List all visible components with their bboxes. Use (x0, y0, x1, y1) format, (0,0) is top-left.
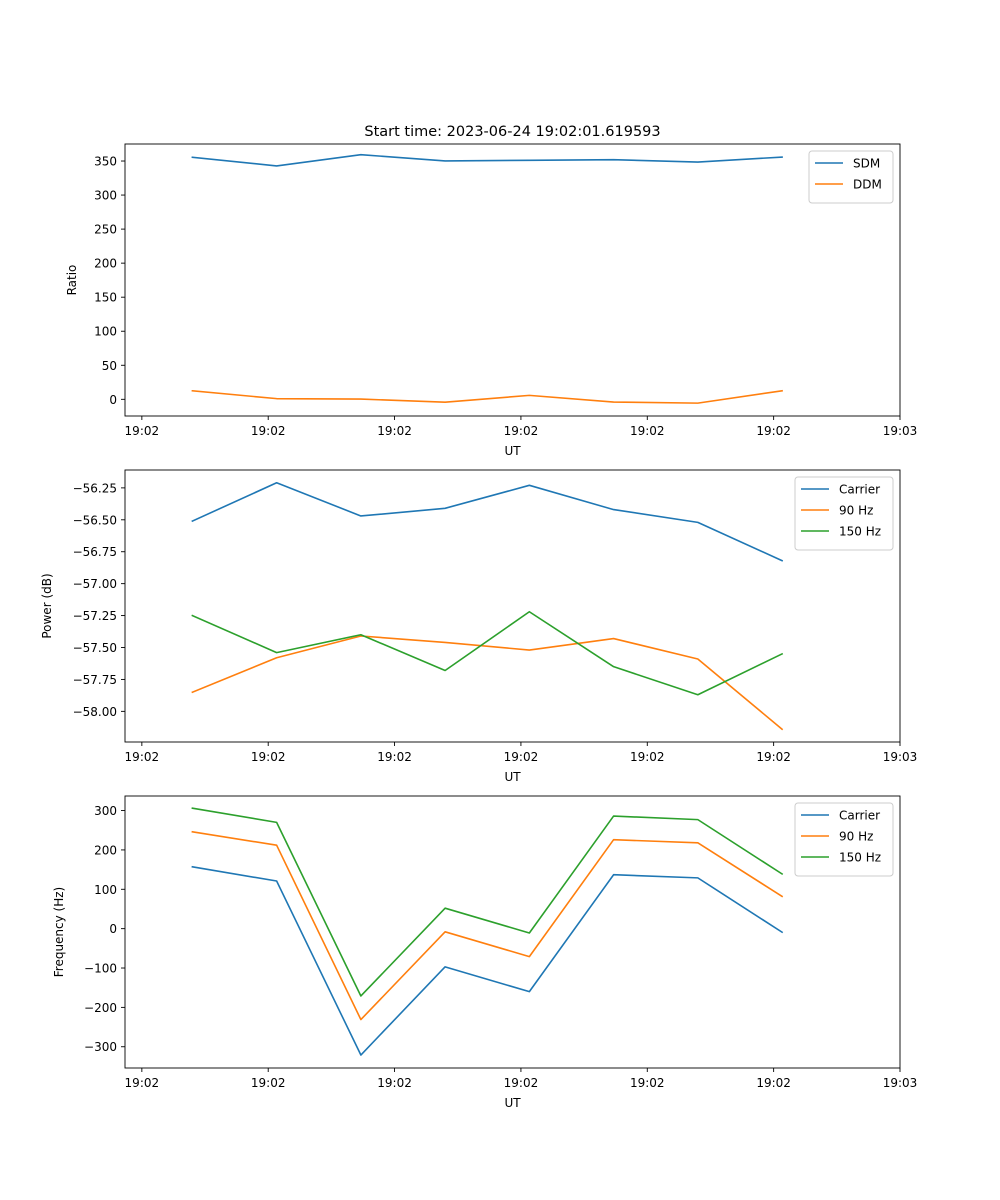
y-tick-label: −58.00 (73, 705, 117, 719)
legend-label: Carrier (839, 483, 880, 497)
y-tick-label: 0 (109, 393, 117, 407)
x-axis-label: UT (504, 444, 521, 458)
x-tick-label: 19:02 (251, 750, 286, 764)
x-tick-label: 19:02 (630, 1076, 665, 1090)
y-tick-label: −57.75 (73, 673, 117, 687)
legend-label: 90 Hz (839, 504, 873, 518)
x-tick-label: 19:02 (756, 1076, 791, 1090)
x-axis-label: UT (504, 770, 521, 784)
y-tick-label: 300 (94, 189, 117, 203)
chart-panel-1: 19:02 19:02 19:02 19:02 19:02 19:02 19:03 0 50 10… (65, 143, 918, 458)
y-tick-label: 100 (94, 325, 117, 339)
y-tick-label: −56.50 (73, 513, 117, 527)
series-line-3 (191, 610, 784, 696)
x-tick-label: 19:02 (251, 424, 286, 438)
series-line-2 (191, 389, 783, 404)
legend-label: Carrier (839, 809, 880, 823)
y-tick-label: −57.00 (73, 577, 117, 591)
y-tick-label: 0 (109, 922, 117, 936)
series-line-1 (191, 481, 784, 562)
legend: SDM DDM (808, 150, 894, 204)
y-tick-label: −200 (84, 1001, 117, 1015)
y-tick-label: 200 (94, 257, 117, 271)
y-tick-label: 350 (94, 155, 117, 169)
axes-frame (124, 795, 901, 1069)
x-tick-label: 19:02 (251, 1076, 286, 1090)
legend-label: 90 Hz (839, 830, 873, 844)
y-tick-label: 300 (94, 804, 117, 818)
legend-label: SDM (853, 157, 880, 171)
axes-frame (124, 143, 901, 417)
chart-panel-3: 19:02 19:02 19:02 19:02 19:02 19:02 19:03 −300 −… (52, 795, 918, 1110)
x-tick-label: 19:03 (883, 424, 918, 438)
x-tick-label: 19:02 (125, 424, 160, 438)
x-tick-label: 19:02 (504, 1076, 539, 1090)
x-tick-label: 19:02 (756, 750, 791, 764)
series-line-1 (191, 865, 784, 1056)
legend-label: 150 Hz (839, 851, 881, 865)
x-tick-label: 19:02 (630, 424, 665, 438)
legend-label: 150 Hz (839, 525, 881, 539)
x-tick-label: 19:02 (504, 424, 539, 438)
y-tick-label: −56.25 (73, 481, 117, 495)
y-tick-label: −300 (84, 1040, 117, 1054)
y-tick-label: 50 (102, 359, 117, 373)
y-tick-label: 250 (94, 223, 117, 237)
y-tick-label: 150 (94, 291, 117, 305)
legend-label: DDM (853, 178, 882, 192)
y-axis-label: Power (dB) (40, 573, 54, 638)
x-tick-label: 19:02 (377, 424, 412, 438)
axes-frame (124, 469, 901, 743)
y-tick-label: −57.25 (73, 609, 117, 623)
chart-panel-2: 19:02 19:02 19:02 19:02 19:02 19:02 19:03 −58.0… (40, 469, 918, 784)
x-tick-label: 19:02 (377, 1076, 412, 1090)
x-axis-label: UT (504, 1096, 521, 1110)
legend: Carrier 90 Hz 150 Hz (794, 802, 894, 877)
series-line-2 (191, 830, 784, 1021)
series-line-1 (191, 153, 783, 167)
y-tick-label: −56.75 (73, 545, 117, 559)
x-tick-label: 19:02 (125, 750, 160, 764)
y-axis-label: Ratio (65, 265, 79, 296)
x-tick-label: 19:02 (125, 1076, 160, 1090)
x-tick-label: 19:02 (377, 750, 412, 764)
series-line-3 (191, 807, 784, 997)
x-tick-label: 19:02 (504, 750, 539, 764)
x-tick-label: 19:02 (756, 424, 791, 438)
legend: Carrier 90 Hz 150 Hz (794, 476, 894, 551)
series-line-2 (191, 635, 784, 731)
y-tick-label: −100 (84, 962, 117, 976)
y-axis-label: Frequency (Hz) (52, 887, 66, 978)
x-tick-label: 19:03 (883, 1076, 918, 1090)
figure-title: Start time: 2023-06-24 19:02:01.619593 (364, 124, 660, 140)
x-tick-label: 19:03 (883, 750, 918, 764)
y-tick-label: 200 (94, 843, 117, 857)
x-tick-label: 19:02 (630, 750, 665, 764)
y-tick-label: 100 (94, 883, 117, 897)
y-tick-label: −57.50 (73, 641, 117, 655)
legend-box (808, 150, 894, 204)
